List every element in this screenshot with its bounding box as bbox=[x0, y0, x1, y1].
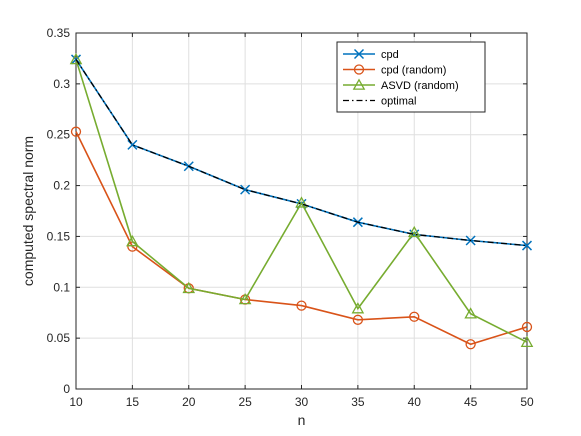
data-point bbox=[409, 311, 420, 322]
data-point bbox=[465, 339, 476, 350]
data-point bbox=[407, 225, 421, 238]
legend-label: ASVD (random) bbox=[381, 80, 459, 92]
x-tick-label: 50 bbox=[520, 395, 534, 409]
y-axis-label: computed spectral norm bbox=[20, 136, 36, 286]
x-axis-label: n bbox=[298, 412, 306, 428]
legend-label: optimal bbox=[381, 96, 416, 108]
data-point bbox=[127, 139, 138, 150]
y-tick-label: 0.15 bbox=[47, 229, 71, 243]
data-point bbox=[520, 335, 534, 348]
x-tick-label: 30 bbox=[295, 395, 309, 409]
series-layer bbox=[69, 52, 534, 350]
series-line bbox=[75, 59, 528, 343]
x-tick-label: 20 bbox=[182, 395, 196, 409]
data-point bbox=[351, 302, 365, 314]
y-tick-label: 0.2 bbox=[53, 179, 70, 193]
x-tick-label: 25 bbox=[238, 395, 252, 409]
data-point bbox=[240, 184, 251, 195]
legend: cpd cpd (random) ASVD (random) optimal bbox=[336, 41, 486, 113]
series-line bbox=[75, 59, 528, 247]
data-point bbox=[70, 54, 82, 65]
y-tick-label: 0.35 bbox=[47, 26, 71, 40]
data-point bbox=[352, 314, 364, 325]
data-point bbox=[521, 240, 533, 251]
data-point bbox=[69, 52, 83, 65]
data-point bbox=[238, 292, 252, 305]
legend-entry: optimal bbox=[343, 96, 416, 108]
data-point bbox=[296, 300, 307, 311]
y-tick-label: 0.1 bbox=[53, 280, 70, 294]
data-point bbox=[126, 234, 139, 247]
x-tick-label: 45 bbox=[464, 395, 478, 409]
legend-marker bbox=[353, 48, 365, 60]
data-point bbox=[70, 126, 82, 137]
data-point bbox=[295, 196, 308, 208]
axis-ticks: 10 15 20 25 30 35 40 45 50 0 0.05 0.1 0.15 0.2 0.25 0.3… bbox=[47, 26, 534, 409]
y-tick-label: 0.25 bbox=[47, 128, 71, 142]
y-tick-label: 0.05 bbox=[47, 331, 71, 345]
data-point bbox=[464, 307, 477, 319]
x-tick-label: 10 bbox=[69, 395, 83, 409]
legend-marker bbox=[352, 78, 366, 90]
legend-marker bbox=[353, 64, 365, 75]
x-tick-label: 35 bbox=[351, 395, 365, 409]
series-asvd-random bbox=[69, 52, 534, 348]
x-tick-label: 15 bbox=[126, 395, 140, 409]
x-tick-label: 40 bbox=[408, 395, 422, 409]
legend-label: cpd (random) bbox=[381, 65, 446, 77]
legend-entry: cpd (random) bbox=[343, 64, 446, 77]
legend-entry: ASVD (random) bbox=[343, 78, 459, 92]
series-optimal bbox=[75, 59, 528, 247]
legend-entry: cpd bbox=[343, 48, 399, 61]
series-line bbox=[75, 131, 528, 346]
y-tick-label: 0 bbox=[63, 382, 70, 396]
legend-label: cpd bbox=[381, 49, 399, 61]
data-point bbox=[182, 281, 196, 294]
y-tick-label: 0.3 bbox=[53, 77, 70, 91]
data-point bbox=[521, 321, 533, 333]
